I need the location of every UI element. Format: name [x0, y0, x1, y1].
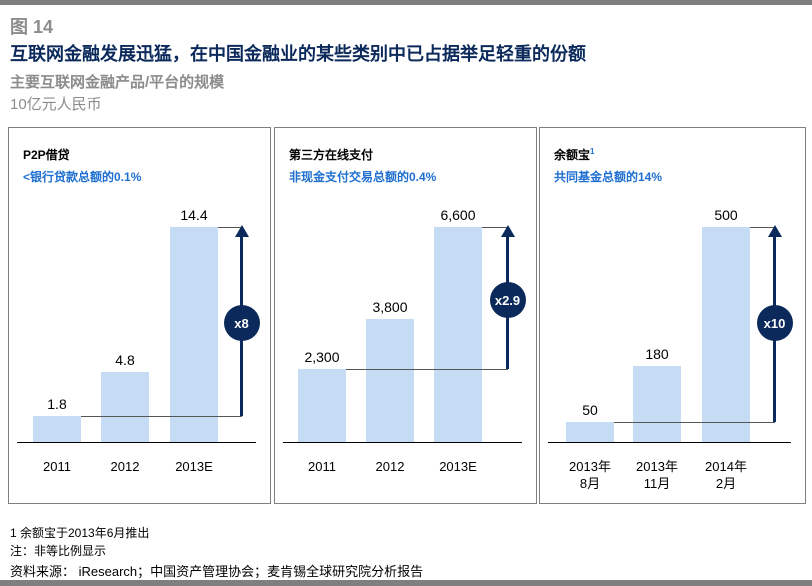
growth-multiplier-badge: x2.9	[489, 282, 526, 318]
bar	[566, 422, 614, 442]
bar	[101, 372, 149, 442]
x-tick-label: 2013年 11月	[636, 459, 678, 491]
panel-title: P2P借贷	[23, 148, 70, 162]
bar	[702, 227, 750, 442]
panel-note: 非现金支付交易总额的0.4%	[289, 170, 437, 184]
data-label: 3,800	[372, 299, 408, 315]
arrow-head-icon	[234, 225, 249, 237]
x-axis	[548, 442, 791, 443]
data-label: 180	[645, 346, 669, 362]
panel-note: 共同基金总额的14%	[554, 170, 663, 184]
bar	[434, 227, 482, 442]
reference-line-start	[81, 416, 242, 417]
x-tick-label: 2014年 2月	[705, 459, 747, 491]
data-label: 14.4	[180, 207, 208, 223]
top-rule	[0, 0, 812, 5]
arrow-head-icon	[767, 225, 782, 237]
footnote-source: 资料来源： iResearch；中国资产管理协会；麦肯锡全球研究院分析报告	[10, 564, 424, 579]
panel-title: 第三方在线支付	[289, 148, 374, 162]
bar	[298, 369, 346, 442]
footnote-1: 1 余额宝于2013年6月推出	[10, 526, 150, 540]
bar	[633, 366, 681, 442]
panel-title: 余额宝1	[554, 147, 595, 162]
x-tick-label: 2012	[375, 459, 405, 474]
footnote-mark: 1	[590, 147, 595, 156]
growth-multiplier-badge: x8	[223, 305, 260, 341]
data-label: 2,300	[304, 349, 340, 365]
data-label: 50	[582, 402, 598, 418]
reference-line-start	[346, 369, 508, 370]
reference-line-end	[482, 227, 508, 228]
reference-line-end	[750, 227, 775, 228]
bottom-rule	[0, 580, 812, 586]
panel-note: <银行贷款总额的0.1%	[23, 170, 142, 184]
chart-panel-2: 第三方在线支付非现金支付交易总额的0.4% 2,300 2011 3,800 2012 6…	[274, 127, 537, 504]
reference-line-end	[218, 227, 242, 228]
x-tick-label: 2013年 8月	[569, 459, 611, 491]
x-tick-label: 2012	[110, 459, 140, 474]
figure-label: 图 14	[10, 17, 54, 37]
data-label: 4.8	[115, 352, 135, 368]
chart-subtitle: 主要互联网金融产品/平台的规模	[10, 74, 225, 91]
chart-panel-1: P2P借贷 <银行贷款总额的0.1% 1.8 2011 4.8 2012 14.4 2013E…	[8, 127, 271, 504]
x-tick-label: 2013E	[439, 459, 477, 474]
bar	[170, 227, 218, 442]
growth-multiplier-badge: x10	[756, 305, 793, 341]
bar	[366, 319, 414, 442]
chart-title: 互联网金融发展迅猛，在中国金融业的某些类别中已占据举足轻重的份额	[10, 44, 586, 64]
unit-label: 10亿元人民币	[10, 96, 102, 113]
x-tick-label: 2011	[308, 459, 336, 474]
chart-panel-3: 余额宝1 共同基金总额的14% 50 2013年 8月 180 2013年 11月 500 201…	[539, 127, 806, 504]
x-tick-label: 2011	[43, 459, 71, 474]
data-label: 6,600	[440, 207, 476, 223]
x-axis	[17, 442, 256, 443]
arrow-head-icon	[500, 225, 515, 237]
data-label: 1.8	[47, 396, 67, 412]
bar	[33, 416, 81, 442]
x-tick-label: 2013E	[175, 459, 213, 474]
reference-line-start	[614, 422, 775, 423]
data-label: 500	[714, 207, 738, 223]
x-axis	[283, 442, 522, 443]
footnote-note: 注：非等比例显示	[10, 544, 107, 558]
